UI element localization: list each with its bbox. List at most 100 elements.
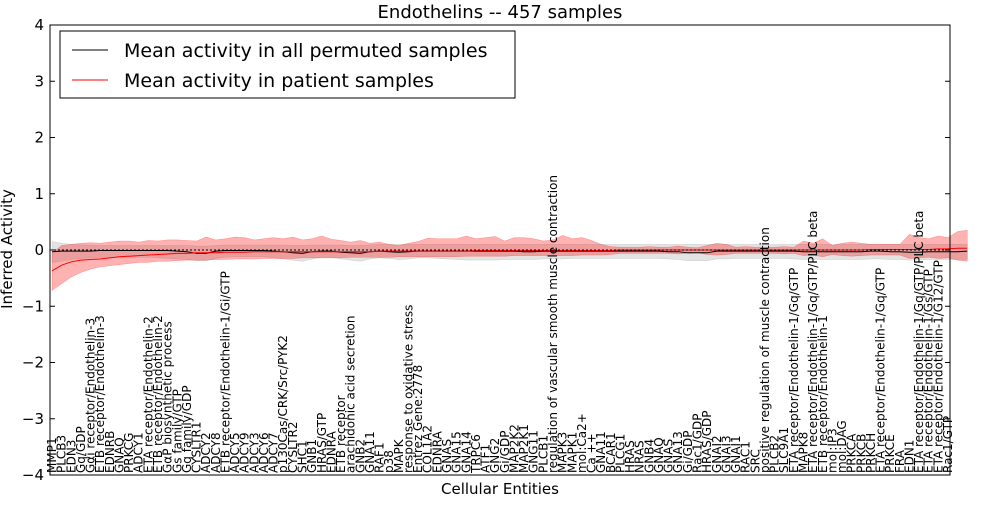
category-label: BCAR1 — [604, 432, 618, 473]
category-label: HRAS/GDP — [700, 410, 714, 473]
legend-label-patient: Mean activity in patient samples — [124, 70, 434, 92]
category-label: ETB receptor/Endothelin-1 — [816, 315, 830, 473]
category-label: ETA receptor/Endothelin-1/Gq/GTP — [787, 268, 801, 473]
category-label: ADCY6 — [257, 432, 271, 473]
category-label: PRKCH — [864, 433, 878, 473]
category-label: PLCB2 — [768, 435, 782, 473]
y-tick-label: −4 — [22, 466, 44, 484]
y-tick-label: −2 — [22, 354, 44, 372]
category-label: ADCY9 — [238, 432, 252, 473]
category-label: GNA15 — [450, 431, 464, 473]
category-label: mol:DAG — [835, 420, 849, 473]
x-axis-title: Cellular Entities — [441, 480, 559, 498]
category-label: NRAS — [633, 440, 647, 473]
category-label: Gi/GDP — [681, 431, 695, 473]
band-permuted — [51, 241, 968, 263]
category-label: ETA receptor/Endothelin-1/Gq/GTP — [874, 268, 888, 473]
category-label: GNB2 — [353, 439, 367, 473]
category-label: Gαi receptor/Endothelin-3 — [84, 318, 98, 473]
category-label: MAPK3 — [556, 432, 570, 473]
category-label: GNA11 — [594, 431, 608, 473]
category-label: arachidonic acid secretion — [344, 316, 358, 473]
category-label: ADCY8 — [209, 432, 223, 473]
category-label: CYSLTR2 — [286, 422, 300, 473]
category-label: PRKCG — [122, 433, 136, 473]
y-tick-label: 0 — [34, 241, 44, 259]
category-label: ETA receptor/Endothelin-2 — [141, 316, 155, 473]
y-tick-label: 4 — [34, 16, 44, 34]
y-tick-label: 2 — [34, 129, 44, 147]
category-label: SRC — [748, 449, 762, 473]
category-label: Gs family/GTP — [170, 389, 184, 473]
band-patient — [51, 230, 968, 291]
category-label: TRPC6 — [469, 434, 483, 474]
confidence-bands — [51, 230, 968, 291]
category-label: ETB receptor/Endothelin-2 — [151, 315, 165, 473]
chart-title: Endothelins -- 457 samples — [378, 2, 623, 23]
category-label: ETA receptor/Endothelin-1/Gq/GTP/PLC bet… — [912, 211, 926, 473]
category-label: SHC1 — [295, 440, 309, 473]
category-label: HRAS/GTP — [315, 413, 329, 473]
category-label: ADCY7 — [267, 432, 281, 473]
category-label: ETB receptor/Endothelin-1/Gi/GTP — [218, 271, 232, 473]
category-label: EDNRA — [324, 430, 338, 473]
category-label: GNAQ — [652, 437, 666, 473]
category-label: GNAI2 — [710, 435, 724, 473]
category-label: Gi/GDP — [498, 431, 512, 473]
y-axis-title: Inferred Activity — [0, 189, 16, 309]
category-label: GNB1 — [305, 439, 319, 473]
category-label: CYSLTR1 — [190, 422, 204, 473]
category-label: FRA — [893, 449, 907, 473]
category-label: ADCY1 — [132, 432, 146, 473]
category-label: GNAQ — [112, 437, 126, 473]
category-label: Ca ++ — [585, 433, 599, 473]
category-label: ADCY2 — [199, 432, 213, 473]
category-label: PRKCB — [854, 434, 868, 473]
y-axis-ticks: 4 3 2 1 0 −1 −2 −3 −4 — [22, 16, 950, 484]
y-tick-label: −1 — [22, 297, 44, 315]
category-label: RAC1 — [739, 441, 753, 473]
category-label: GNAI1 — [729, 435, 743, 473]
category-label: GNAI3 — [719, 435, 733, 473]
category-label: PRKCE — [883, 434, 897, 473]
category-label: PRKCA — [845, 433, 859, 473]
category-label: EDNRB — [103, 431, 117, 473]
category-label: ETB receptor/Endothelin-3 — [93, 315, 107, 473]
category-label: EDN3 — [64, 440, 78, 473]
category-label: ETA receptor/Endothelin-1/Gs/GTP — [922, 269, 936, 473]
category-label: RAF1 — [373, 442, 387, 473]
category-label: ETA receptor/Endothelin-1/Gq/GTP/PLC bet… — [806, 211, 820, 473]
y-tick-label: 3 — [34, 72, 44, 90]
category-label: EDNRA — [430, 430, 444, 473]
category-label: mol:Ca2+ — [575, 413, 589, 473]
category-label: mol:IP3 — [825, 428, 839, 473]
category-label: MAPK8 — [796, 432, 810, 473]
category-label: PLCG1 — [613, 434, 627, 473]
category-label: GNG2 — [488, 438, 502, 473]
category-label: MAPK — [392, 438, 406, 473]
legend-box — [59, 30, 516, 99]
category-label: GNA13 — [671, 431, 685, 473]
category-label: ATF1 — [479, 444, 493, 473]
category-label: MAP2K2 — [507, 424, 521, 473]
category-label: ETA receptor/Endothelin-1/G12/GTP — [931, 260, 945, 473]
category-label: GNAS — [440, 439, 454, 473]
category-label: GNG11 — [527, 430, 541, 473]
y-tick-label: 1 — [34, 185, 44, 203]
category-label: Gq/GDP — [74, 426, 88, 473]
category-label: COL1A2 — [421, 425, 435, 473]
category-label: MAP2K1 — [517, 424, 531, 473]
category-label: ADCY3 — [247, 432, 261, 473]
category-label: GαP biosynthetic process — [161, 321, 175, 473]
legend: Mean activity in all permuted samples Me… — [59, 30, 516, 99]
plot-frame — [49, 24, 951, 476]
category-label: Rac1/GTP — [941, 416, 955, 473]
category-label: ADCY5 — [228, 432, 242, 473]
category-label: ETB receptor — [334, 395, 348, 473]
legend-label-permuted: Mean activity in all permuted samples — [124, 40, 487, 62]
category-label: EDN1 — [902, 440, 916, 473]
category-label: GNAS — [662, 439, 676, 473]
